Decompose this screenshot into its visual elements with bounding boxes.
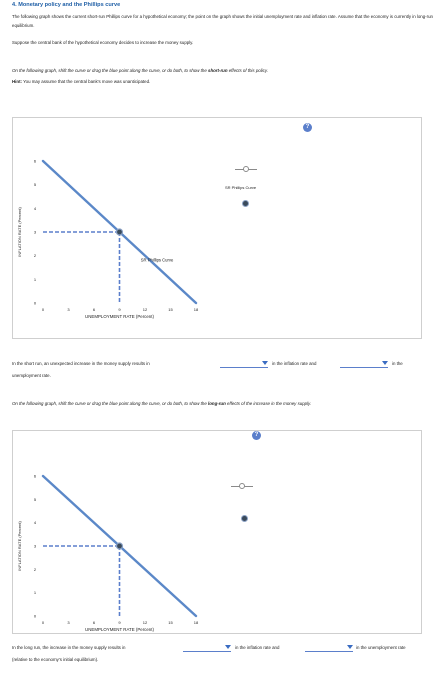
q1-text-mid: in the inflation rate and [272, 361, 317, 366]
curve-label: SR Phillips Curve [141, 258, 174, 263]
y-tick-label: 6 [34, 474, 37, 479]
q2-text-mid: in the inflation rate and [235, 645, 280, 650]
chevron-down-icon [382, 361, 388, 365]
y-tick-label: 2 [34, 253, 37, 258]
q1-text-end: unemployment rate. [12, 373, 51, 378]
q2-text-end: (relative to the economy's initial equil… [12, 657, 99, 662]
page-title: 4. Monetary policy and the Phillips curv… [12, 2, 121, 8]
q2-text-pre: In the long run, the increase in the mon… [12, 645, 126, 650]
q1-text-post: in the [392, 361, 403, 366]
y-tick-label: 5 [34, 182, 37, 187]
y-axis-label: INFLATION RATE (Percent) [17, 207, 22, 257]
x-tick-label: 15 [168, 307, 173, 312]
legend-point-icon[interactable] [242, 200, 249, 207]
y-tick-label: 4 [34, 520, 37, 525]
graph-panel-long-run: ? 0 1 2 3 4 5 6 0 3 6 9 12 15 18 UNEMPLOYMENT RATE (Pe… [12, 430, 422, 634]
help-icon[interactable]: ? [303, 123, 312, 132]
x-tick-label: 3 [67, 307, 70, 312]
q1-dropdown-inflation[interactable] [220, 360, 268, 368]
x-tick-label: 12 [143, 307, 148, 312]
x-tick-label: 15 [168, 620, 173, 625]
x-axis-label: UNEMPLOYMENT RATE (Percent) [85, 314, 154, 319]
help-icon[interactable]: ? [252, 431, 261, 440]
instruction-short-run: On the following graph, shift the curve … [12, 68, 268, 73]
y-tick-label: 6 [34, 159, 37, 164]
y-tick-label: 2 [34, 567, 37, 572]
legend-point-icon[interactable] [241, 515, 248, 522]
q2-text-post: in the unemployment rate [356, 645, 406, 650]
q2-dropdown-unemployment[interactable] [305, 644, 353, 652]
legend-curve-handle[interactable] [239, 483, 245, 489]
equilibrium-point[interactable] [115, 228, 124, 236]
x-tick-label: 18 [194, 620, 199, 625]
chevron-down-icon [347, 645, 353, 649]
x-tick-label: 9 [118, 307, 121, 312]
graph-panel-short-run: ? 0 1 2 3 4 5 6 0 3 6 9 12 15 18 UNEMPLOYMENT RATE (Pe… [12, 117, 422, 339]
y-tick-label: 0 [34, 614, 37, 619]
y-tick-label: 1 [34, 590, 37, 595]
y-tick-label: 0 [34, 301, 37, 306]
legend-curve-handle[interactable] [243, 166, 249, 172]
y-tick-label: 3 [34, 544, 37, 549]
x-tick-label: 3 [67, 620, 70, 625]
x-tick-label: 0 [42, 307, 45, 312]
x-tick-label: 6 [93, 620, 96, 625]
x-tick-label: 9 [118, 620, 121, 625]
x-tick-label: 6 [93, 307, 96, 312]
y-axis-label: INFLATION RATE (Percent) [17, 521, 22, 571]
chevron-down-icon [225, 645, 231, 649]
y-tick-label: 5 [34, 497, 37, 502]
scenario-text: Suppose the central bank of the hypothet… [12, 40, 194, 45]
intro-text: The following graph shows the current sh… [12, 14, 433, 28]
chevron-down-icon [262, 361, 268, 365]
y-tick-label: 4 [34, 206, 37, 211]
x-tick-label: 12 [143, 620, 148, 625]
x-axis-label: UNEMPLOYMENT RATE (Percent) [85, 627, 154, 632]
y-tick-label: 1 [34, 277, 37, 282]
instruction-long-run: On the following graph, shift the curve … [12, 401, 312, 406]
q1-dropdown-unemployment[interactable] [340, 360, 388, 368]
legend-curve-label: SR Phillips Curve [225, 185, 257, 190]
hint-text: Hint: You may assume that the central ba… [12, 79, 151, 84]
x-tick-label: 18 [194, 307, 199, 312]
q2-dropdown-inflation[interactable] [183, 644, 231, 652]
y-tick-label: 3 [34, 230, 37, 235]
q1-text-pre: In the short run, an unexpected increase… [12, 361, 150, 366]
equilibrium-point[interactable] [115, 542, 124, 550]
x-tick-label: 0 [42, 620, 45, 625]
